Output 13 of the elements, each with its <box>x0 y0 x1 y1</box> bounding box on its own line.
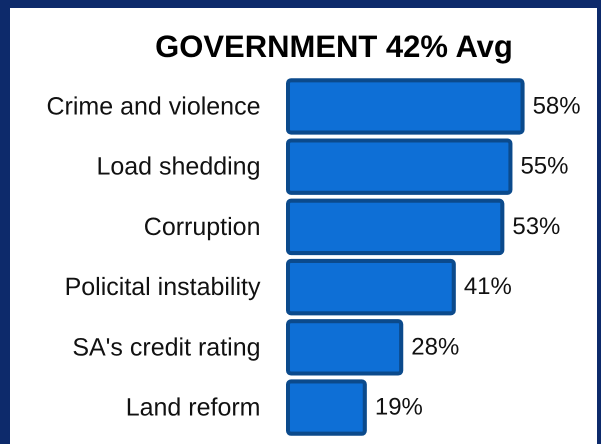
data-label: 53% <box>512 212 560 240</box>
y-tick-label: Land reform <box>126 394 260 422</box>
y-tick-label: Crime and violence <box>46 92 260 120</box>
data-label: 58% <box>532 92 581 120</box>
data-label: 55% <box>520 152 568 180</box>
y-tick-label: Corruption <box>144 212 260 241</box>
y-tick-label: SA's credit rating <box>72 333 260 362</box>
data-label: 28% <box>411 333 460 360</box>
chart-title: GOVERNMENT 42% Avg <box>155 29 513 64</box>
y-tick-label: Policital instability <box>64 273 261 302</box>
data-label: 41% <box>464 273 512 300</box>
y-tick-label: Load shedding <box>96 152 260 181</box>
data-label: 19% <box>374 394 423 421</box>
